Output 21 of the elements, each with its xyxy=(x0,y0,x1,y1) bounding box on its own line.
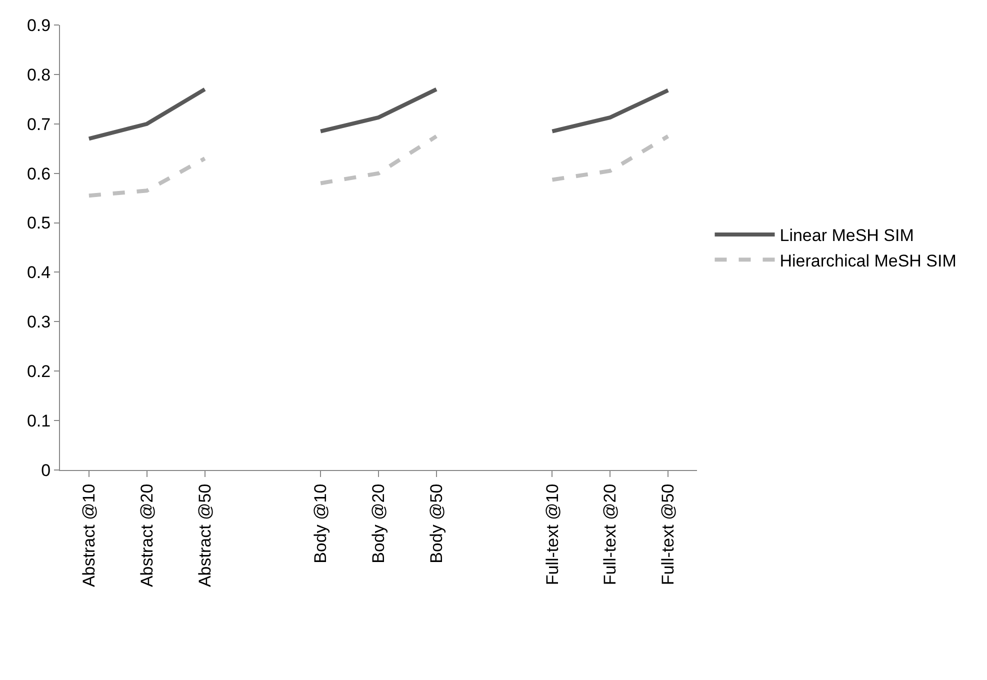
y-tick-label: 0.2 xyxy=(26,362,51,382)
y-tick-label: 0.6 xyxy=(26,164,51,184)
y-tick-label: 0.8 xyxy=(26,65,51,84)
y-tick-label: 0 xyxy=(41,460,51,480)
y-tick-label: 0.3 xyxy=(26,312,51,332)
x-tick-label: Body @10 xyxy=(311,484,330,564)
x-tick-label: Abstract @10 xyxy=(79,484,98,588)
y-tick-label: 0.4 xyxy=(26,263,51,282)
y-tick-label: 0.7 xyxy=(26,114,51,134)
y-tick-label: 0.9 xyxy=(26,16,51,35)
x-tick-label: Full-text @10 xyxy=(542,484,562,586)
x-tick-label: Full-text @20 xyxy=(600,484,620,586)
x-tick-label: Abstract @20 xyxy=(137,484,156,588)
y-tick-label: 0.1 xyxy=(26,412,51,431)
x-tick-label: Abstract @50 xyxy=(195,484,214,588)
y-tick-label: 0.5 xyxy=(26,214,51,233)
legend-label: Linear MeSH SIM xyxy=(780,226,914,246)
x-tick-label: Body @20 xyxy=(369,484,388,564)
x-tick-label: Body @50 xyxy=(426,484,446,564)
legend-label: Hierarchical MeSH SIM xyxy=(780,251,956,270)
x-tick-label: Full-text @50 xyxy=(658,484,678,586)
